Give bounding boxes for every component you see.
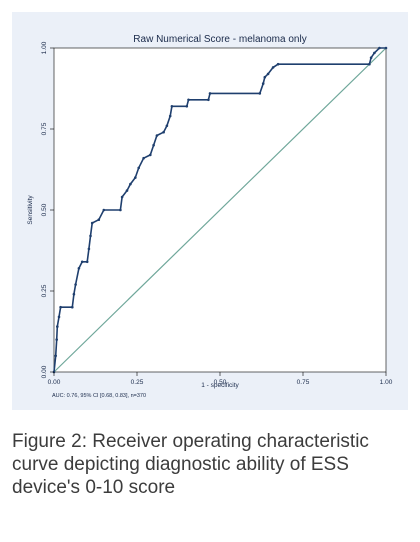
auc-note: AUC: 0.76, 95% CI [0.68, 0.83], n=370 bbox=[52, 393, 146, 399]
roc-curve bbox=[53, 47, 386, 373]
x-axis-label: 1 - specificity bbox=[201, 382, 239, 389]
roc-point bbox=[89, 234, 92, 238]
roc-point bbox=[71, 305, 74, 309]
roc-point bbox=[185, 105, 189, 108]
roc-point bbox=[74, 283, 77, 286]
roc-point bbox=[258, 92, 262, 95]
roc-point bbox=[137, 166, 140, 170]
roc-point bbox=[207, 98, 210, 102]
roc-point bbox=[125, 189, 129, 192]
roc-point bbox=[56, 325, 59, 328]
roc-point bbox=[72, 292, 76, 296]
x-tick-label: 0.75 bbox=[297, 379, 310, 386]
roc-point bbox=[266, 72, 270, 76]
roc-point bbox=[134, 176, 137, 179]
roc-point bbox=[97, 218, 101, 221]
roc-point bbox=[208, 92, 212, 95]
roc-point bbox=[55, 338, 58, 341]
roc-point bbox=[119, 208, 122, 212]
y-axis-label: Sensitivity bbox=[27, 195, 34, 225]
y-tick-label: 0.00 bbox=[41, 365, 48, 378]
y-tick-label: 0.25 bbox=[41, 284, 48, 297]
roc-point bbox=[162, 130, 165, 134]
roc-point bbox=[368, 62, 371, 66]
roc-point bbox=[54, 354, 57, 358]
roc-point bbox=[142, 156, 145, 160]
roc-point bbox=[87, 247, 91, 251]
y-tick-label: 0.50 bbox=[41, 203, 48, 216]
roc-point bbox=[120, 195, 124, 199]
roc-point bbox=[384, 46, 388, 50]
roc-chart: 0.00 0.25 0.50 0.75 1.00 0.00 0.25 0.50 0.75 1.0… bbox=[27, 34, 393, 399]
roc-point bbox=[378, 46, 381, 50]
roc-point bbox=[90, 221, 94, 225]
roc-point bbox=[85, 260, 89, 264]
roc-point bbox=[149, 153, 152, 157]
roc-point bbox=[129, 182, 132, 186]
roc-point bbox=[276, 62, 280, 66]
reference-line bbox=[53, 47, 387, 373]
roc-point bbox=[165, 124, 169, 128]
chart-title: Raw Numerical Score - melanoma only bbox=[133, 34, 306, 45]
roc-point bbox=[369, 56, 373, 59]
roc-point bbox=[271, 66, 275, 69]
roc-point bbox=[102, 208, 106, 212]
y-tick-label: 1.00 bbox=[41, 41, 48, 54]
roc-point bbox=[168, 114, 172, 118]
roc-point bbox=[263, 75, 267, 79]
roc-markers bbox=[52, 46, 388, 374]
roc-point bbox=[80, 260, 84, 264]
roc-point bbox=[187, 98, 190, 102]
roc-point bbox=[59, 305, 62, 309]
roc-point bbox=[373, 51, 376, 55]
x-ticks: 0.00 0.25 0.50 0.75 1.00 bbox=[48, 372, 393, 386]
roc-point bbox=[261, 82, 265, 85]
roc-point bbox=[170, 105, 174, 108]
roc-point bbox=[77, 267, 81, 270]
figure-caption: Figure 2: Receiver operating characteris… bbox=[12, 431, 369, 498]
y-tick-label: 0.75 bbox=[41, 122, 48, 135]
roc-point bbox=[57, 315, 61, 319]
x-tick-label: 0.50 bbox=[214, 379, 227, 386]
y-ticks: 0.00 0.25 0.50 0.75 1.00 bbox=[41, 41, 54, 378]
x-tick-label: 0.25 bbox=[131, 379, 144, 386]
x-tick-label: 1.00 bbox=[380, 379, 393, 386]
roc-point bbox=[155, 134, 159, 137]
x-tick-label: 0.00 bbox=[48, 379, 61, 386]
roc-point bbox=[152, 143, 155, 147]
figure-panel: 0.00 0.25 0.50 0.75 1.00 0.00 0.25 0.50 0.75 1.0… bbox=[12, 12, 408, 410]
